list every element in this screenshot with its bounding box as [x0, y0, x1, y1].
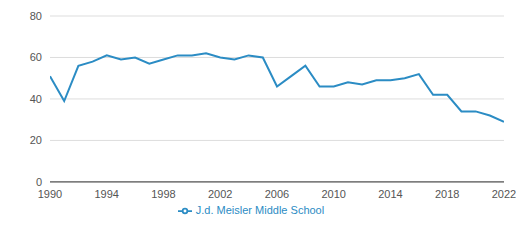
svg-text:2018: 2018 — [435, 188, 459, 200]
svg-text:2006: 2006 — [265, 188, 289, 200]
svg-text:2022: 2022 — [492, 188, 516, 200]
svg-text:1990: 1990 — [38, 188, 62, 200]
svg-text:1994: 1994 — [95, 188, 119, 200]
svg-text:20: 20 — [30, 134, 42, 146]
svg-text:2014: 2014 — [378, 188, 402, 200]
svg-text:60: 60 — [30, 51, 42, 63]
svg-text:0: 0 — [36, 176, 42, 188]
svg-text:1998: 1998 — [151, 188, 175, 200]
svg-text:40: 40 — [30, 93, 42, 105]
svg-text:80: 80 — [30, 10, 42, 22]
svg-text:2002: 2002 — [208, 188, 232, 200]
svg-text:2010: 2010 — [322, 188, 346, 200]
html-text:J.d. Meisler Middle School: J.d. Meisler Middle School — [195, 203, 325, 216]
